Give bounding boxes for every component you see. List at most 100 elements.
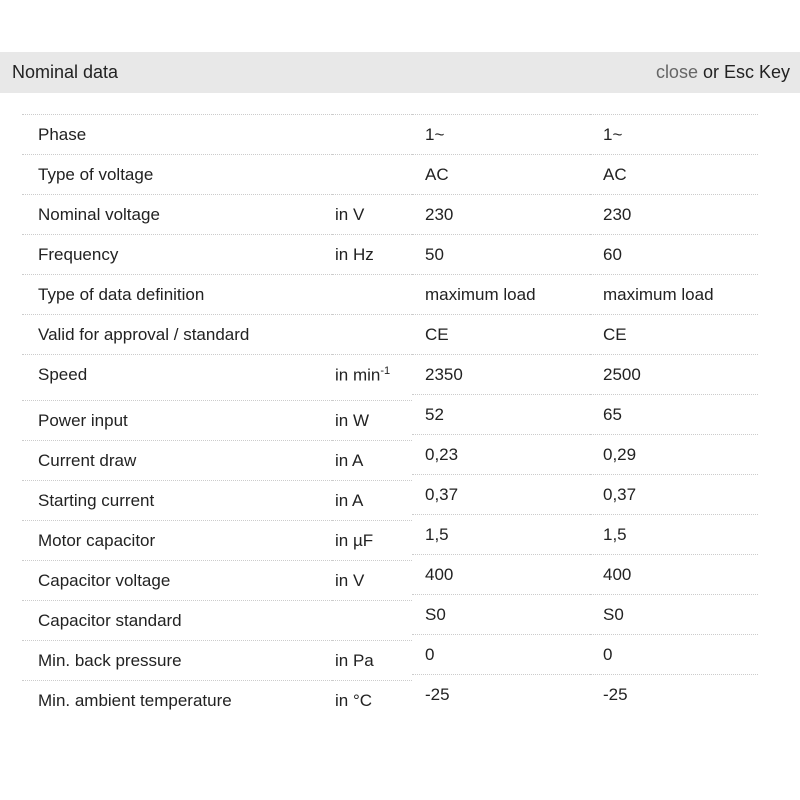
value-60hz-text: -25 xyxy=(603,685,628,704)
value-60hz: 230 xyxy=(590,194,758,234)
value-50hz-text: 0,37 xyxy=(425,485,459,504)
value-60hz-text: 0,29 xyxy=(603,445,637,464)
table-row: Nominal voltage in V 230 230 xyxy=(22,194,758,234)
value-50hz-text: S0 xyxy=(425,605,446,624)
value-60hz: 2500 xyxy=(590,354,758,394)
table-row: Capacitor standard S0 S0 xyxy=(22,594,758,634)
value-50hz-text: 1~ xyxy=(425,125,445,144)
value-60hz: -25 xyxy=(590,674,758,714)
row-label: Capacitor voltage xyxy=(22,560,332,600)
row-unit xyxy=(332,314,412,354)
row-unit-text: in A xyxy=(335,491,364,510)
table-row: Type of voltage AC AC xyxy=(22,154,758,194)
close-hint: close or Esc Key xyxy=(656,62,790,83)
value-60hz: AC xyxy=(590,154,758,194)
value-60hz-text: AC xyxy=(603,165,627,184)
value-60hz: S0 xyxy=(590,594,758,634)
row-label: Power input xyxy=(22,400,332,440)
value-50hz: 1~ xyxy=(412,114,590,154)
value-50hz: 230 xyxy=(412,194,590,234)
value-50hz: S0 xyxy=(412,594,590,634)
row-unit-text: in W xyxy=(335,411,369,430)
row-unit: in V xyxy=(332,560,412,600)
row-unit-text: in Hz xyxy=(335,245,374,264)
row-label: Motor capacitor xyxy=(22,520,332,560)
value-50hz-text: 230 xyxy=(425,205,454,224)
row-label: Valid for approval / standard xyxy=(22,314,332,354)
value-50hz: 1,5 xyxy=(412,514,590,554)
row-unit xyxy=(332,600,412,640)
value-50hz-text: 1,5 xyxy=(425,525,449,544)
value-50hz: -25 xyxy=(412,674,590,714)
row-label: Min. back pressure xyxy=(22,640,332,680)
row-unit: in W xyxy=(332,400,412,440)
value-50hz: 52 xyxy=(412,394,590,434)
value-60hz-text: 230 xyxy=(603,205,632,224)
dialog-title: Nominal data xyxy=(12,62,119,82)
value-60hz: 0 xyxy=(590,634,758,674)
value-60hz-text: S0 xyxy=(603,605,624,624)
value-60hz-text: 60 xyxy=(603,245,622,264)
value-50hz: 2350 xyxy=(412,354,590,394)
value-50hz-text: maximum load xyxy=(425,285,536,304)
value-50hz: AC xyxy=(412,154,590,194)
row-unit-text: in V xyxy=(335,571,365,590)
table-row: Phase 1~ 1~ xyxy=(22,114,758,154)
row-label: Capacitor standard xyxy=(22,600,332,640)
row-label-text: Valid for approval / standard xyxy=(38,325,250,344)
value-50hz-text: CE xyxy=(425,325,449,344)
table-row: Current draw in A 0,23 0,29 xyxy=(22,434,758,474)
value-60hz: 1,5 xyxy=(590,514,758,554)
row-label-text: Capacitor voltage xyxy=(38,571,171,590)
row-label-text: Capacitor standard xyxy=(38,611,182,630)
row-label: Speed xyxy=(22,354,332,394)
table-row: Capacitor voltage in V 400 400 xyxy=(22,554,758,594)
row-unit-text: in °C xyxy=(335,691,373,710)
nominal-data-table: Phase 1~ 1~ Type of voltage AC AC Nominal volt… xyxy=(22,114,758,714)
value-60hz-text: 1~ xyxy=(603,125,623,144)
value-50hz-text: 400 xyxy=(425,565,454,584)
value-50hz: 0,37 xyxy=(412,474,590,514)
table-row: Type of data definition maximum load maxim… xyxy=(22,274,758,314)
esc-key-hint: or Esc Key xyxy=(697,62,790,82)
row-unit xyxy=(332,274,412,314)
row-label: Type of voltage xyxy=(22,154,332,194)
row-unit-text: in A xyxy=(335,451,364,470)
value-60hz: 60 xyxy=(590,234,758,274)
value-50hz-text: 50 xyxy=(425,245,444,264)
row-unit-text: in V xyxy=(335,205,365,224)
row-unit: in A xyxy=(332,480,412,520)
row-unit xyxy=(332,114,412,154)
table-row: Motor capacitor in µF 1,5 1,5 xyxy=(22,514,758,554)
row-label-text: Type of data definition xyxy=(38,285,205,304)
value-50hz-text: 52 xyxy=(425,405,444,424)
value-50hz: 0,23 xyxy=(412,434,590,474)
value-60hz-text: maximum load xyxy=(603,285,714,304)
value-60hz: 65 xyxy=(590,394,758,434)
value-50hz: 400 xyxy=(412,554,590,594)
row-label: Nominal voltage xyxy=(22,194,332,234)
value-50hz-text: 0 xyxy=(425,645,435,664)
value-60hz: maximum load xyxy=(590,274,758,314)
table-row: Frequency in Hz 50 60 xyxy=(22,234,758,274)
row-unit: in µF xyxy=(332,520,412,560)
value-50hz: CE xyxy=(412,314,590,354)
table-row: Min. ambient temperature in °C -25 -25 xyxy=(22,674,758,714)
unit-exponent: -1 xyxy=(380,365,391,377)
row-label-text: Type of voltage xyxy=(38,165,154,184)
table-row: Power input in W 52 65 xyxy=(22,394,758,434)
row-label: Min. ambient temperature xyxy=(22,680,332,720)
row-label-text: Power input xyxy=(38,411,128,430)
close-link[interactable]: close xyxy=(655,62,698,82)
row-label-text: Motor capacitor xyxy=(38,531,156,550)
row-label: Starting current xyxy=(22,480,332,520)
row-label-text: Starting current xyxy=(38,491,155,510)
value-60hz-text: 2500 xyxy=(603,365,641,384)
value-60hz: 400 xyxy=(590,554,758,594)
value-50hz-text: 0,23 xyxy=(425,445,459,464)
row-unit: in Pa xyxy=(332,640,412,680)
table-row: Starting current in A 0,37 0,37 xyxy=(22,474,758,514)
table-row: Speed in min-1 2350 2500 xyxy=(22,354,758,394)
dialog-header: Nominal data close or Esc Key xyxy=(0,52,800,93)
row-label-text: Speed xyxy=(38,365,88,384)
